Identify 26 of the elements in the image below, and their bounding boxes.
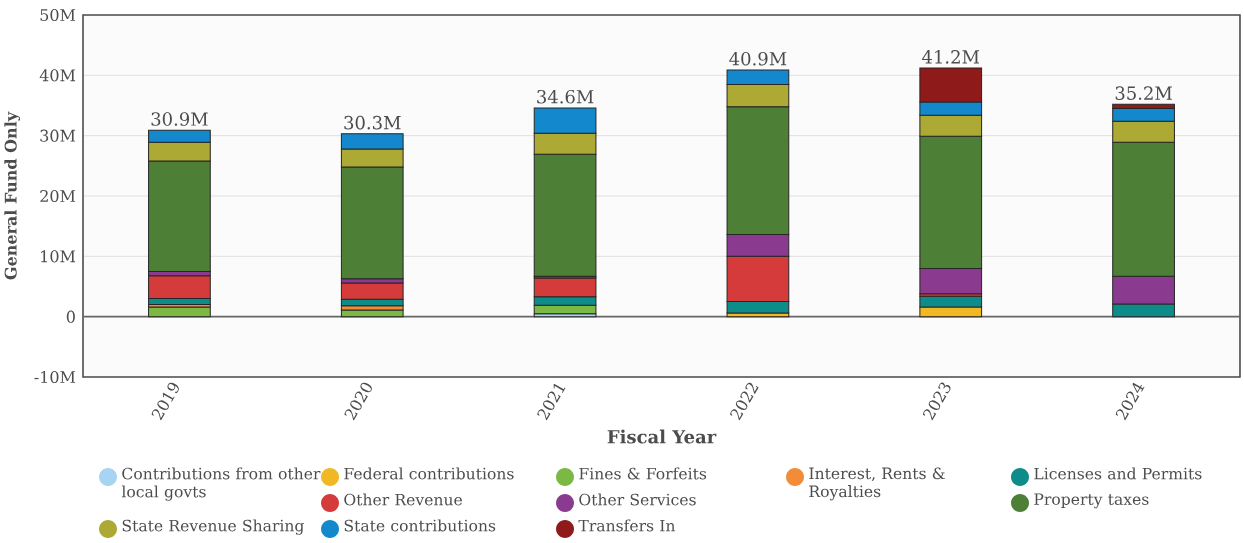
y-tick-label: 10M [41, 250, 76, 263]
y-tick-label: 30M [40, 129, 76, 142]
y-axis-title: General Fund Only [4, 111, 21, 280]
x-axis-title: Fiscal Year [607, 429, 717, 444]
total-label: 35.2M [1115, 86, 1172, 100]
total-label: 30.3M [344, 115, 401, 130]
total-label: 34.6M [537, 89, 594, 104]
legend-label: State contributions [344, 519, 496, 532]
y-tick-label: 50M [40, 8, 76, 22]
legend-label: Other Revenue [344, 493, 462, 506]
legend-label: Fines & Forfeits [579, 467, 707, 480]
total-label: 41.2M [922, 50, 980, 64]
legend-label: Transfers In [578, 519, 676, 532]
y-tick-label: 0 [66, 310, 75, 323]
legend-label: Contributions from other local govts [121, 467, 321, 501]
legend-label: Licenses and Permits [1034, 467, 1202, 480]
legend-label: Interest, Rents & Royalties [809, 467, 945, 501]
legend-label: Property taxes [1034, 493, 1149, 509]
y-tick-label: 20M [40, 189, 76, 203]
y-tick-label: -10M [34, 370, 76, 384]
total-label: 40.9M [729, 51, 787, 66]
legend-label: Other Services [579, 493, 696, 506]
y-tick-label: 40M [39, 69, 76, 82]
legend-label: State Revenue Sharing [122, 519, 304, 535]
total-label: 30.9M [151, 112, 208, 126]
legend-label: Federal contributions [344, 467, 514, 480]
